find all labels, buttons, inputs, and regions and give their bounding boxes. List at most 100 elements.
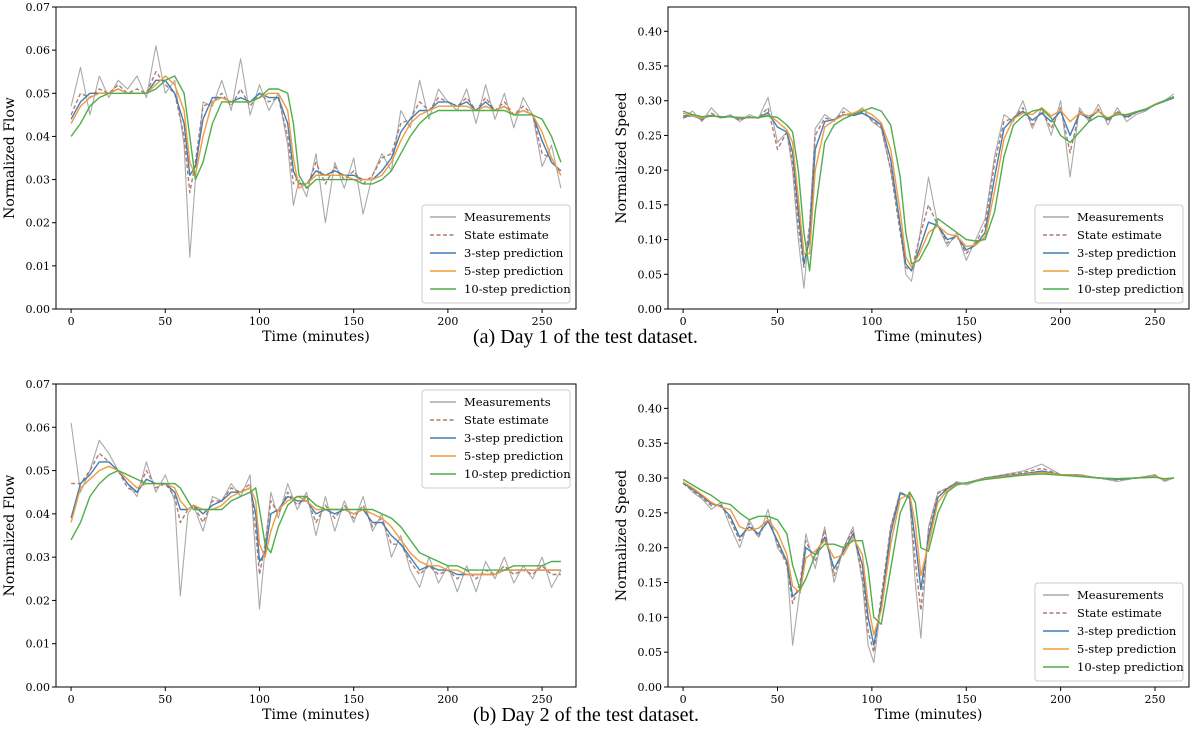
- x-tick-label: 100: [861, 315, 882, 328]
- y-tick-label: 0.07: [26, 1, 51, 14]
- series-line-5-step-prediction: [682, 471, 1175, 636]
- legend-box: [421, 389, 571, 489]
- legend-label: State estimate: [464, 228, 549, 242]
- series-line-10-step-prediction: [682, 473, 1174, 625]
- x-tick-label: 0: [68, 693, 75, 706]
- legend: Measurements State estimate 3-step predict…: [1034, 582, 1184, 682]
- legend-label: 5-step prediction: [1077, 264, 1177, 278]
- y-tick-label: 0.00: [638, 681, 663, 694]
- y-tick-label: 0.06: [26, 421, 51, 434]
- legend: Measurements State estimate 3-step predict…: [421, 204, 571, 304]
- x-tick-label: 50: [770, 315, 784, 328]
- legend-label: 5-step prediction: [1077, 642, 1177, 656]
- y-axis-label: Normalized Speed: [614, 470, 630, 601]
- legend-label: 10-step prediction: [1077, 660, 1184, 674]
- x-tick-label: 200: [1050, 693, 1071, 706]
- y-tick-label: 0.00: [26, 303, 51, 316]
- x-tick-label: 0: [680, 315, 687, 328]
- legend-label: Measurements: [1077, 210, 1164, 224]
- legend-box: [1034, 204, 1184, 304]
- y-tick-label: 0.15: [638, 577, 663, 590]
- x-tick-label: 50: [158, 315, 172, 328]
- y-tick-label: 0.25: [638, 129, 663, 142]
- y-tick-label: 0.01: [26, 260, 51, 273]
- series-line-10-step-prediction: [682, 95, 1175, 272]
- legend-label: 3-step prediction: [1077, 624, 1177, 638]
- y-tick-label: 0.03: [26, 551, 51, 564]
- plot-frame: [55, 6, 577, 310]
- y-tick-label: 0.04: [26, 130, 51, 143]
- legend-label: State estimate: [1077, 228, 1162, 242]
- y-axis-label: Normalized Speed: [614, 92, 630, 223]
- y-tick-label: 0.35: [638, 437, 663, 450]
- y-tick-label: 0.05: [26, 465, 51, 478]
- series-group: [682, 93, 1175, 289]
- caption-day1: (a) Day 1 of the test dataset.: [473, 326, 698, 348]
- series-line-state-estimate: [71, 452, 561, 580]
- caption-day2: (b) Day 2 of the test dataset.: [473, 704, 700, 726]
- x-tick-label: 250: [532, 315, 553, 328]
- x-tick-label: 250: [1145, 315, 1166, 328]
- series-line-10-step-prediction: [70, 75, 562, 189]
- x-tick-label: 200: [1050, 315, 1071, 328]
- x-tick-label: 250: [1145, 693, 1166, 706]
- y-tick-label: 0.07: [26, 378, 51, 391]
- series-line-10-step-prediction: [70, 469, 561, 571]
- legend-label: Measurements: [464, 395, 551, 409]
- y-tick-label: 0.40: [638, 402, 663, 415]
- y-tick-label: 0.06: [26, 44, 51, 57]
- y-tick-label: 0.00: [638, 303, 663, 316]
- x-tick-label: 200: [437, 315, 458, 328]
- x-tick-label: 100: [861, 693, 882, 706]
- series-group: [682, 463, 1175, 664]
- y-tick-label: 0.02: [26, 594, 51, 607]
- y-tick-label: 0.05: [26, 87, 51, 100]
- x-axis-label: Time (minutes): [875, 707, 983, 723]
- x-axis-label: Time (minutes): [262, 707, 370, 723]
- legend-label: 10-step prediction: [1077, 282, 1184, 296]
- y-axis-label: Normalized Flow: [2, 97, 18, 219]
- y-tick-label: 0.20: [638, 542, 663, 555]
- y-tick-label: 0.05: [638, 646, 663, 659]
- legend-label: 10-step prediction: [464, 467, 571, 481]
- plot-frame: [55, 383, 577, 688]
- y-axis-label: Normalized Flow: [2, 475, 18, 597]
- chart-day2-flow: 0 50 100 150 200 250 0.00 0.01 0.02 0.03 0.04 0.05 0…: [2, 378, 577, 723]
- x-tick-label: 0: [680, 693, 687, 706]
- y-tick-label: 0.10: [638, 234, 663, 247]
- x-tick-label: 100: [249, 693, 270, 706]
- legend-label: State estimate: [464, 413, 549, 427]
- plot-frame: [667, 383, 1190, 688]
- x-tick-label: 150: [956, 693, 977, 706]
- x-tick-label: 250: [532, 693, 553, 706]
- legend-label: 3-step prediction: [1077, 246, 1177, 260]
- x-tick-label: 100: [249, 315, 270, 328]
- x-tick-label: 200: [437, 693, 458, 706]
- y-tick-label: 0.35: [638, 60, 663, 73]
- legend-label: Measurements: [464, 210, 551, 224]
- legend-label: 3-step prediction: [464, 431, 564, 445]
- series-group: [70, 422, 562, 610]
- y-tick-label: 0.02: [26, 217, 51, 230]
- legend-label: State estimate: [1077, 606, 1162, 620]
- y-tick-label: 0.15: [638, 199, 663, 212]
- x-tick-label: 50: [158, 693, 172, 706]
- legend: Measurements State estimate 3-step predict…: [421, 389, 571, 489]
- legend-label: 10-step prediction: [464, 282, 571, 296]
- y-tick-label: 0.05: [638, 268, 663, 281]
- series-line-3-step-prediction: [70, 79, 562, 185]
- y-tick-label: 0.20: [638, 164, 663, 177]
- y-tick-label: 0.10: [638, 611, 663, 624]
- y-tick-label: 0.00: [26, 681, 51, 694]
- x-tick-label: 150: [343, 693, 364, 706]
- y-tick-label: 0.04: [26, 508, 51, 521]
- x-tick-label: 150: [343, 315, 364, 328]
- x-tick-label: 150: [956, 315, 977, 328]
- y-tick-label: 0.40: [638, 25, 663, 38]
- x-axis-label: Time (minutes): [875, 329, 983, 345]
- x-tick-label: 50: [770, 693, 784, 706]
- legend-label: 5-step prediction: [464, 449, 564, 463]
- series-group: [70, 45, 562, 258]
- legend-label: 5-step prediction: [464, 264, 564, 278]
